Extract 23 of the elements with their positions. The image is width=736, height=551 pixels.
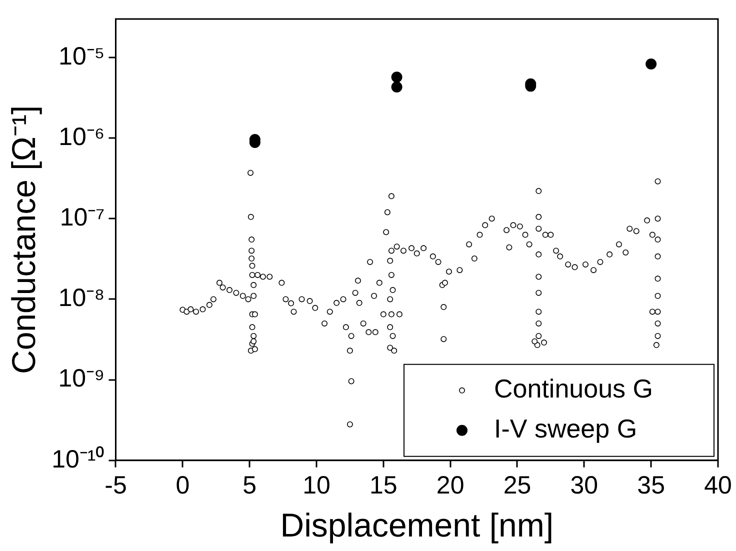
- x-tick-label: 10: [302, 471, 330, 500]
- x-tick-label: 35: [637, 471, 665, 500]
- y-tick-label: 10⁻⁹: [58, 364, 105, 393]
- y-tick-label: 10⁻⁸: [58, 284, 105, 312]
- x-tick-label: 25: [503, 471, 532, 500]
- x-tick-label: -5: [104, 471, 127, 500]
- y-tick-label: 10⁻⁷: [60, 204, 105, 232]
- legend-label: I-V sweep G: [494, 414, 638, 444]
- point: [391, 72, 402, 83]
- x-tick-label: 15: [370, 471, 398, 500]
- x-axis-title: Displacement [nm]: [280, 506, 554, 544]
- point: [646, 58, 657, 70]
- y-axis-title: Conductance [Ω⁻¹]: [4, 105, 42, 374]
- x-tick-label: 30: [570, 471, 598, 500]
- y-tick-label: 10⁻⁵: [58, 42, 105, 70]
- legend-label: Continuous G: [494, 374, 653, 404]
- x-tick-label: 40: [704, 471, 732, 500]
- y-tick-label: 10⁻⁶: [58, 122, 105, 151]
- x-tick-label: 20: [436, 471, 464, 500]
- x-tick-label: 5: [242, 471, 257, 500]
- point: [391, 81, 402, 92]
- x-tick-label: 0: [176, 471, 190, 500]
- y-tick-label: 10⁻¹⁰: [52, 445, 105, 474]
